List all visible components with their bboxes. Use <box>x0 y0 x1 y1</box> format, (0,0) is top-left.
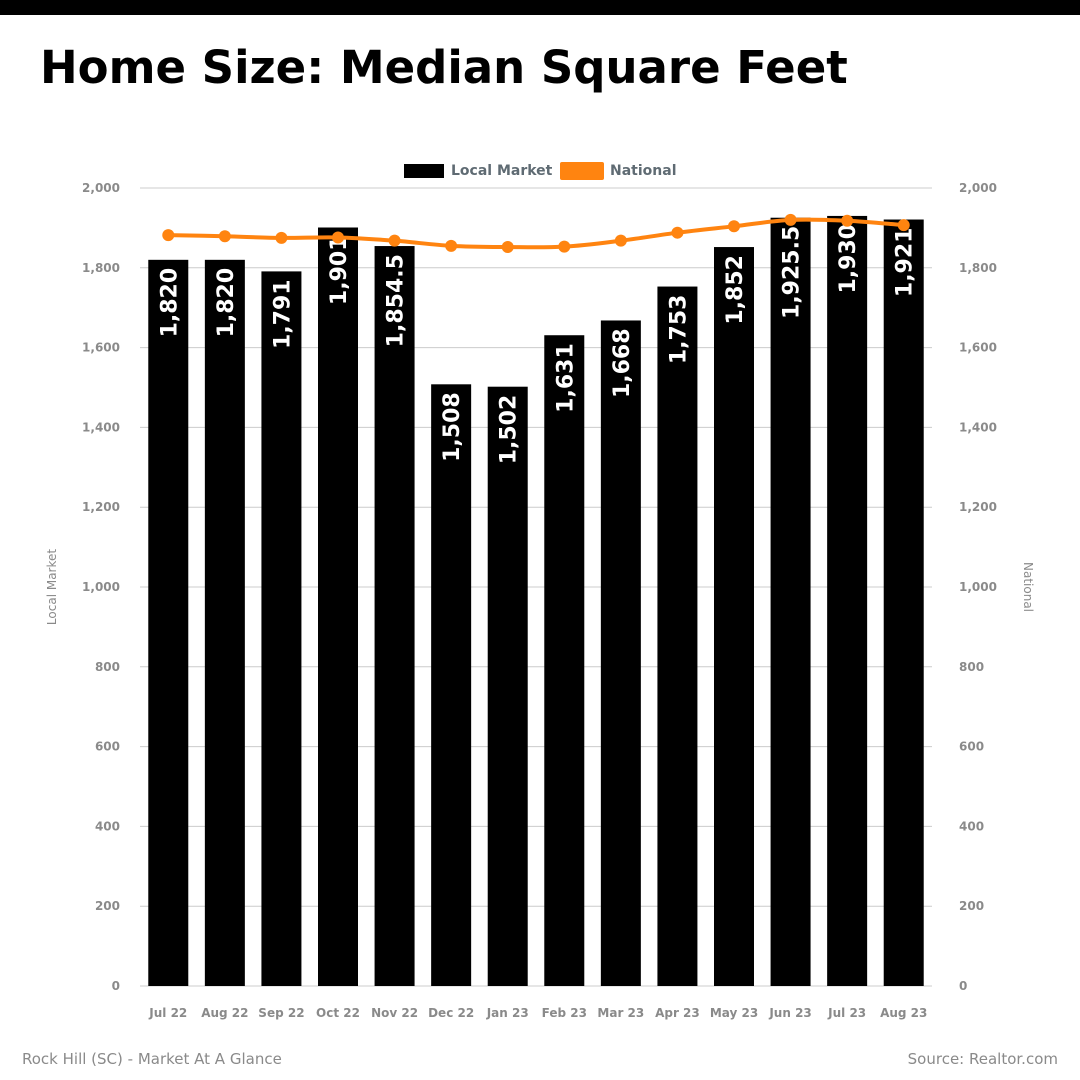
y2-tick-label: 1,200 <box>959 500 997 514</box>
footer-source: Source: Realtor.com <box>907 1050 1058 1068</box>
bar <box>318 227 358 987</box>
y-tick-label: 1,600 <box>82 341 120 355</box>
x-tick-label: Nov 22 <box>371 1006 418 1020</box>
y2-tick-label: 1,400 <box>959 420 997 434</box>
y2-tick-label: 1,600 <box>959 341 997 355</box>
bar <box>544 335 585 987</box>
bar <box>204 259 245 986</box>
national-point <box>614 234 627 247</box>
y2-tick-label: 1,000 <box>959 580 997 594</box>
legend-swatch-national <box>560 162 604 180</box>
bar-value-label: 1,753 <box>666 295 691 365</box>
y-tick-label: 1,000 <box>82 580 120 594</box>
x-tick-label: Aug 23 <box>880 1006 927 1020</box>
national-point <box>445 239 458 252</box>
y-tick-label: 400 <box>95 819 120 833</box>
bar <box>374 246 415 986</box>
national-point <box>388 234 401 247</box>
footer-market-label: Rock Hill (SC) - Market At A Glance <box>22 1050 282 1068</box>
bar-value-label: 1,925.5 <box>780 226 805 319</box>
legend-swatch-local <box>404 164 444 178</box>
x-tick-label: Mar 23 <box>597 1006 644 1020</box>
y2-tick-label: 200 <box>959 899 984 913</box>
x-tick-label: Feb 23 <box>542 1006 587 1020</box>
y2-tick-label: 1,800 <box>959 261 997 275</box>
bar-value-label: 1,930 <box>836 224 861 294</box>
bar-value-label: 1,631 <box>553 343 578 413</box>
y-axis-title: Local Market <box>45 549 59 625</box>
x-tick-label: Jul 23 <box>827 1006 866 1020</box>
y2-tick-label: 2,000 <box>959 181 997 195</box>
bar-value-label: 1,854.5 <box>384 254 409 347</box>
bar-value-label: 1,668 <box>610 328 635 398</box>
x-tick-label: Jun 23 <box>768 1006 811 1020</box>
bar-value-label: 1,852 <box>723 255 748 325</box>
bar-value-label: 1,921 <box>893 228 918 298</box>
bar <box>770 217 811 987</box>
bar-value-label: 1,901 <box>327 236 352 306</box>
y-tick-label: 600 <box>95 740 120 754</box>
y2-tick-label: 800 <box>959 660 984 674</box>
y-tick-label: 2,000 <box>82 181 120 195</box>
national-point <box>728 220 740 233</box>
national-point <box>218 230 231 243</box>
x-tick-label: Jul 22 <box>148 1006 187 1020</box>
bar <box>657 286 698 987</box>
x-tick-label: Aug 22 <box>201 1006 248 1020</box>
y-tick-label: 1,400 <box>82 420 120 434</box>
bar-value-label: 1,820 <box>214 268 239 338</box>
y2-tick-label: 600 <box>959 740 984 754</box>
top-bar <box>0 0 1080 15</box>
y-tick-label: 1,200 <box>82 500 120 514</box>
national-point <box>332 231 344 244</box>
y2-tick-label: 0 <box>959 979 967 993</box>
bar <box>487 386 528 986</box>
x-tick-label: Sep 22 <box>258 1006 304 1020</box>
bar-value-label: 1,502 <box>497 395 522 465</box>
y-tick-label: 1,800 <box>82 261 120 275</box>
x-tick-label: Dec 22 <box>428 1006 474 1020</box>
y-tick-label: 200 <box>95 899 120 913</box>
bar <box>883 219 924 986</box>
bar <box>148 259 189 986</box>
legend-label-local: Local Market <box>451 163 553 179</box>
x-tick-label: May 23 <box>710 1006 758 1020</box>
bar-value-label: 1,791 <box>270 279 295 349</box>
y-tick-label: 0 <box>112 979 120 993</box>
bar <box>431 384 472 987</box>
x-tick-label: Jan 23 <box>486 1006 529 1020</box>
bar <box>827 215 868 986</box>
bar-value-label: 1,820 <box>157 268 182 338</box>
y-tick-label: 800 <box>95 660 120 674</box>
national-point <box>558 240 571 253</box>
national-point <box>784 213 797 226</box>
bar-value-label: 1,508 <box>440 392 465 462</box>
legend-label-national: National <box>610 163 677 179</box>
x-tick-label: Oct 22 <box>316 1006 360 1020</box>
x-tick-label: Apr 23 <box>655 1006 700 1020</box>
y2-tick-label: 400 <box>959 819 984 833</box>
national-point <box>841 214 854 227</box>
national-point <box>501 241 514 254</box>
national-point <box>671 226 684 239</box>
y2-axis-title: National <box>1021 562 1035 612</box>
bar <box>261 271 302 986</box>
page-title: Home Size: Median Square Feet <box>40 41 848 94</box>
national-point <box>275 231 288 244</box>
national-point <box>162 229 175 242</box>
bar <box>600 320 641 986</box>
bar <box>714 247 754 986</box>
national-point <box>897 219 910 232</box>
